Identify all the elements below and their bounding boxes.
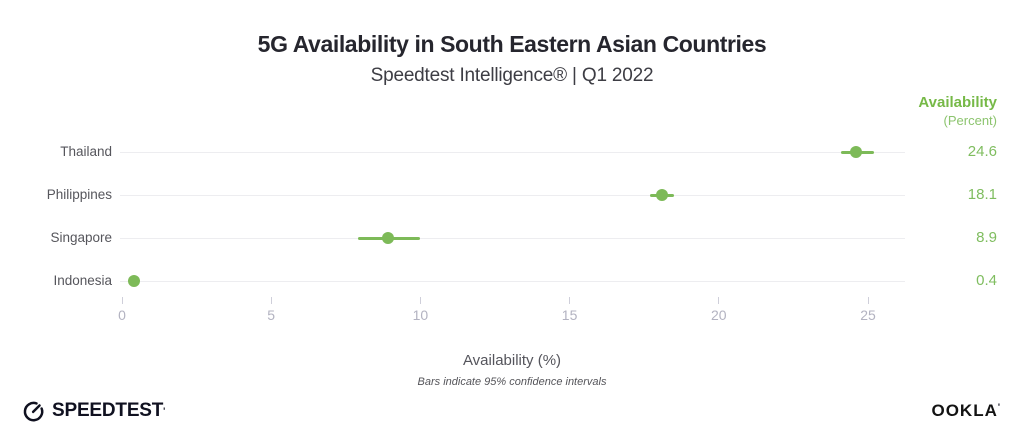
x-tick-label: 25 (860, 307, 876, 323)
category-label: Philippines (46, 187, 112, 202)
speedtest-trademark-mark: ' (163, 406, 166, 416)
value-column-header: Availability (Percent) (918, 94, 997, 129)
data-point-dot (850, 146, 863, 158)
ookla-logo-text: OOKLA (931, 401, 998, 420)
grid-line (120, 194, 905, 196)
x-tick-label: 0 (118, 307, 126, 323)
value-label: 8.9 (976, 229, 997, 246)
x-tick-mark (419, 297, 421, 304)
category-label: Thailand (60, 144, 112, 159)
chart-subtitle: Speedtest Intelligence® | Q1 2022 (370, 65, 654, 86)
category-label: Indonesia (53, 273, 112, 288)
x-tick-mark (718, 297, 720, 304)
x-tick-mark (270, 297, 272, 304)
category-label: Singapore (50, 230, 112, 245)
data-point-dot (381, 232, 394, 244)
speedtest-logo: SPEEDTEST ' (22, 398, 165, 424)
ookla-logo: OOKLA ' (931, 401, 1000, 421)
value-label: 18.1 (967, 186, 997, 203)
x-tick-label: 20 (711, 307, 727, 323)
value-column-title: Availability (918, 94, 997, 111)
confidence-note: Bars indicate 95% confidence intervals (417, 376, 607, 388)
value-label: 0.4 (976, 272, 997, 289)
x-tick-label: 10 (412, 307, 429, 323)
x-tick-mark (867, 297, 869, 304)
confidence-interval-bar (650, 193, 675, 197)
ookla-trademark-mark: ' (997, 402, 1000, 412)
chart-title: 5G Availability in South Eastern Asian C… (257, 31, 767, 57)
confidence-interval-bar (841, 150, 874, 154)
grid-line (120, 237, 905, 239)
value-column-subheader: (Percent) (943, 113, 997, 128)
x-tick-label: 15 (561, 307, 578, 323)
x-tick-label: 5 (267, 307, 276, 323)
data-point-dot (127, 275, 140, 287)
x-tick-mark (569, 297, 571, 304)
x-tick-mark (121, 297, 123, 304)
confidence-interval-bar (357, 236, 421, 240)
speedtest-gauge-icon (23, 401, 44, 421)
x-axis-label: Availability (%) (462, 352, 562, 369)
data-point-dot (656, 189, 669, 201)
grid-line (120, 151, 905, 153)
speedtest-logo-text: SPEEDTEST (52, 400, 164, 421)
value-label: 24.6 (967, 143, 997, 160)
grid-line (120, 280, 905, 282)
